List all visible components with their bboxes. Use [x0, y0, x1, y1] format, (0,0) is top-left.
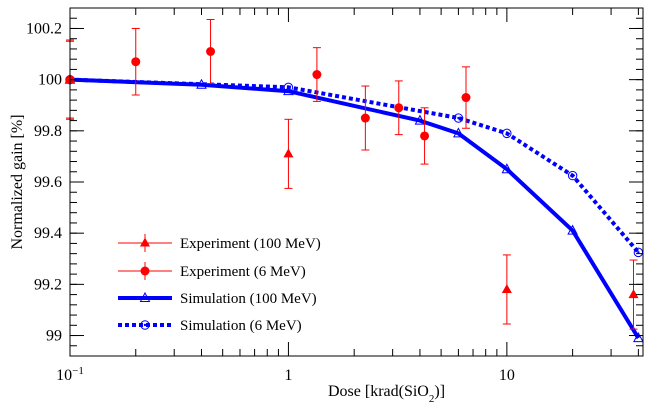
series-2-point: [420, 131, 430, 141]
y-tick-label: 100: [38, 72, 62, 89]
legend-swatch-marker: [140, 320, 150, 330]
legend-label: Experiment (100 MeV): [180, 236, 321, 252]
marker-dot: [143, 323, 147, 327]
series-2-point: [394, 103, 404, 113]
marker-dot: [505, 132, 509, 135]
legend-swatch-marker: [139, 291, 151, 302]
y-tick-label: 99.2: [34, 276, 62, 293]
marker-ring: [502, 128, 512, 139]
series-3-point: [414, 114, 426, 125]
series-4-point: [567, 170, 578, 181]
series-2-point: [360, 113, 370, 123]
y-tick-label: 100.2: [26, 20, 62, 37]
series-2-point: [206, 47, 216, 56]
y-axis-title: Normalized gain [%]: [9, 114, 26, 249]
legend-entry-1: Experiment (100 MeV): [118, 234, 321, 252]
x-axis-title: Dose [krad(SiO2)]: [328, 383, 445, 405]
series-3-point: [501, 163, 513, 174]
legend-swatch-marker: [140, 237, 150, 247]
series-2-point: [131, 57, 141, 67]
legend-swatch-marker: [140, 266, 150, 276]
legend-entry-2: Experiment (6 MeV): [118, 262, 306, 280]
series-1-point: [628, 289, 639, 299]
series-4-line: [69, 77, 640, 254]
x-axis-title-subscript: 2: [429, 393, 435, 405]
series-4-point: [502, 128, 512, 139]
x-axis-title-tail: )]: [434, 383, 445, 400]
x-tick-label: 1: [284, 367, 292, 384]
x-tick-label-base: 10: [56, 367, 72, 384]
series-4-point: [283, 82, 294, 93]
marker-ring: [453, 113, 464, 123]
legend-entry-4: Simulation (6 MeV): [118, 318, 302, 334]
y-tick-label: 99: [46, 328, 62, 345]
marker-ring: [567, 170, 578, 181]
marker-ring: [140, 320, 150, 330]
series-1-point: [283, 148, 294, 158]
y-tick-label: 99.6: [34, 174, 62, 191]
series-4-point: [453, 113, 464, 123]
x-tick-label: 10: [499, 367, 515, 384]
series-3-point: [567, 224, 578, 235]
legend-label: Simulation (6 MeV): [180, 318, 302, 334]
series-2-point: [461, 93, 471, 103]
series-3-line: [69, 77, 641, 340]
y-tick-label: 99.4: [34, 225, 62, 242]
series-3-point: [633, 332, 644, 343]
x-tick-label-exponent: −1: [72, 365, 84, 377]
series-3-point: [283, 85, 294, 96]
marker-dot: [287, 86, 290, 89]
legend: Experiment (100 MeV) Experiment (6 MeV) Si…: [118, 234, 321, 334]
marker-dot: [637, 251, 640, 254]
marker-dot: [457, 116, 460, 120]
y-tick-label: 99.8: [34, 123, 62, 140]
marker-dot: [571, 174, 574, 177]
series-1-point: [501, 283, 512, 293]
x-axis-title-main: Dose [krad(SiO: [328, 383, 429, 400]
x-tick-label: 10−1: [56, 365, 84, 384]
series-1-group: [65, 40, 639, 330]
series-2-point: [312, 70, 322, 80]
marker-ring: [283, 82, 294, 93]
legend-entry-3: Simulation (100 MeV): [118, 291, 317, 307]
series-3-point: [453, 127, 464, 138]
legend-label: Simulation (100 MeV): [180, 291, 317, 307]
legend-label: Experiment (6 MeV): [180, 264, 306, 280]
